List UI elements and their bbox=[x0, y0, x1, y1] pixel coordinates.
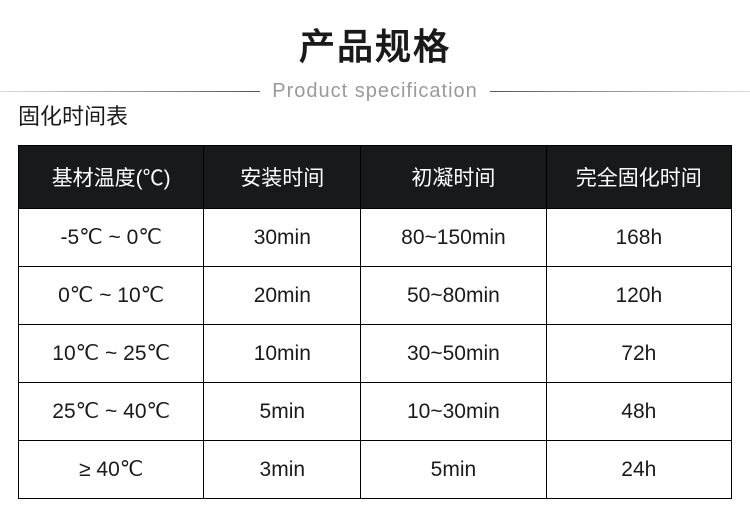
cell-initial-set: 30~50min bbox=[361, 325, 546, 383]
cell-temperature: 10℃ ~ 25℃ bbox=[19, 325, 204, 383]
cell-install-time: 30min bbox=[204, 209, 361, 267]
cell-install-time: 20min bbox=[204, 267, 361, 325]
cell-full-cure: 48h bbox=[546, 383, 731, 441]
table-body: -5℃ ~ 0℃ 30min 80~150min 168h 0℃ ~ 10℃ 2… bbox=[19, 209, 732, 499]
table-row: ≥ 40℃ 3min 5min 24h bbox=[19, 441, 732, 499]
cell-temperature: 0℃ ~ 10℃ bbox=[19, 267, 204, 325]
cell-temperature: -5℃ ~ 0℃ bbox=[19, 209, 204, 267]
cell-initial-set: 5min bbox=[361, 441, 546, 499]
cell-temperature: 25℃ ~ 40℃ bbox=[19, 383, 204, 441]
title-english: Product specification bbox=[272, 80, 478, 103]
table-row: 10℃ ~ 25℃ 10min 30~50min 72h bbox=[19, 325, 732, 383]
col-header-full-cure: 完全固化时间 bbox=[546, 146, 731, 209]
cell-full-cure: 24h bbox=[546, 441, 731, 499]
cell-temperature: ≥ 40℃ bbox=[19, 441, 204, 499]
cell-initial-set: 50~80min bbox=[361, 267, 546, 325]
col-header-temperature: 基材温度(℃) bbox=[19, 146, 204, 209]
divider-left bbox=[0, 91, 260, 92]
table-row: -5℃ ~ 0℃ 30min 80~150min 168h bbox=[19, 209, 732, 267]
title-chinese: 产品规格 bbox=[0, 18, 750, 70]
divider-right bbox=[490, 91, 750, 92]
cell-full-cure: 168h bbox=[546, 209, 731, 267]
table-row: 0℃ ~ 10℃ 20min 50~80min 120h bbox=[19, 267, 732, 325]
table-header-row: 基材温度(℃) 安装时间 初凝时间 完全固化时间 bbox=[19, 146, 732, 209]
cell-initial-set: 80~150min bbox=[361, 209, 546, 267]
cell-initial-set: 10~30min bbox=[361, 383, 546, 441]
page-header: 产品规格 Product specification bbox=[0, 0, 750, 103]
specification-table: 基材温度(℃) 安装时间 初凝时间 完全固化时间 -5℃ ~ 0℃ 30min … bbox=[18, 145, 732, 499]
cell-install-time: 5min bbox=[204, 383, 361, 441]
cell-full-cure: 72h bbox=[546, 325, 731, 383]
table-row: 25℃ ~ 40℃ 5min 10~30min 48h bbox=[19, 383, 732, 441]
cell-full-cure: 120h bbox=[546, 267, 731, 325]
col-header-initial-set: 初凝时间 bbox=[361, 146, 546, 209]
cell-install-time: 3min bbox=[204, 441, 361, 499]
col-header-install-time: 安装时间 bbox=[204, 146, 361, 209]
cell-install-time: 10min bbox=[204, 325, 361, 383]
